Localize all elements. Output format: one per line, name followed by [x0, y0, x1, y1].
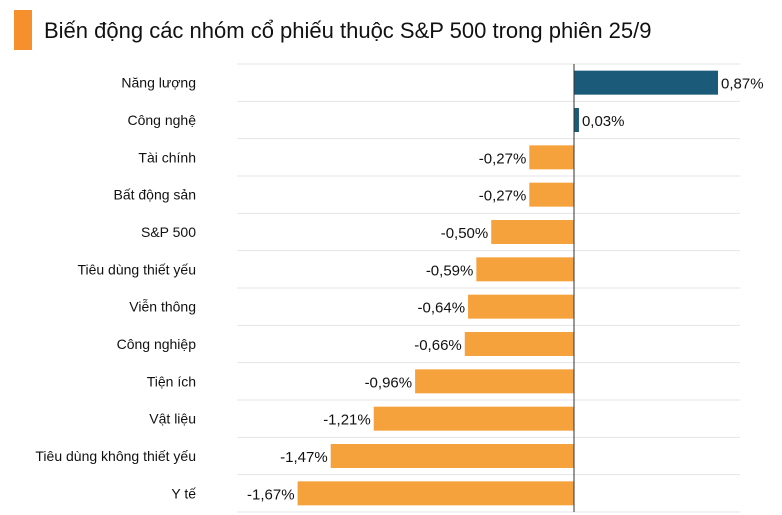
- data-label: -0,66%: [414, 337, 462, 354]
- data-label: -0,96%: [365, 374, 413, 391]
- bar: [330, 444, 574, 468]
- category-label: Tiêu dùng không thiết yếu: [35, 448, 196, 464]
- data-label: -1,67%: [247, 486, 295, 503]
- bar: [574, 108, 579, 132]
- bar: [373, 406, 574, 431]
- category-label: S&P 500: [141, 224, 196, 240]
- title-accent-bar: [14, 10, 32, 50]
- category-label: Tiện ích: [147, 373, 196, 389]
- data-label: -0,59%: [426, 262, 474, 279]
- data-label: -1,21%: [323, 412, 371, 429]
- bar: [529, 182, 574, 207]
- data-label: -0,64%: [418, 300, 466, 317]
- data-label: -0,27%: [479, 188, 527, 205]
- data-label: -0,27%: [479, 150, 527, 167]
- bar: [464, 332, 574, 356]
- bar: [415, 369, 574, 394]
- category-label: Tiêu dùng thiết yếu: [77, 261, 196, 277]
- category-label: Bất động sản: [113, 187, 196, 203]
- category-label: Viễn thông: [129, 299, 196, 315]
- bar: [491, 220, 574, 244]
- bar: [476, 257, 574, 282]
- category-label: Năng lượng: [121, 75, 196, 91]
- category-label: Tài chính: [138, 149, 196, 165]
- category-label: Y tế: [171, 485, 196, 501]
- category-label: Công nghệ: [127, 112, 196, 128]
- category-label: Công nghiệp: [117, 336, 197, 352]
- bar: [297, 481, 574, 506]
- bar: [468, 294, 574, 319]
- bar: [574, 70, 718, 95]
- data-label: 0,87%: [721, 76, 764, 93]
- chart-title: Biến động các nhóm cổ phiếu thuộc S&P 50…: [44, 18, 652, 43]
- data-label: -0,50%: [441, 225, 489, 242]
- data-label: -1,47%: [280, 449, 328, 466]
- category-label: Vật liệu: [149, 411, 196, 427]
- bar: [529, 145, 574, 170]
- data-label: 0,03%: [582, 113, 625, 130]
